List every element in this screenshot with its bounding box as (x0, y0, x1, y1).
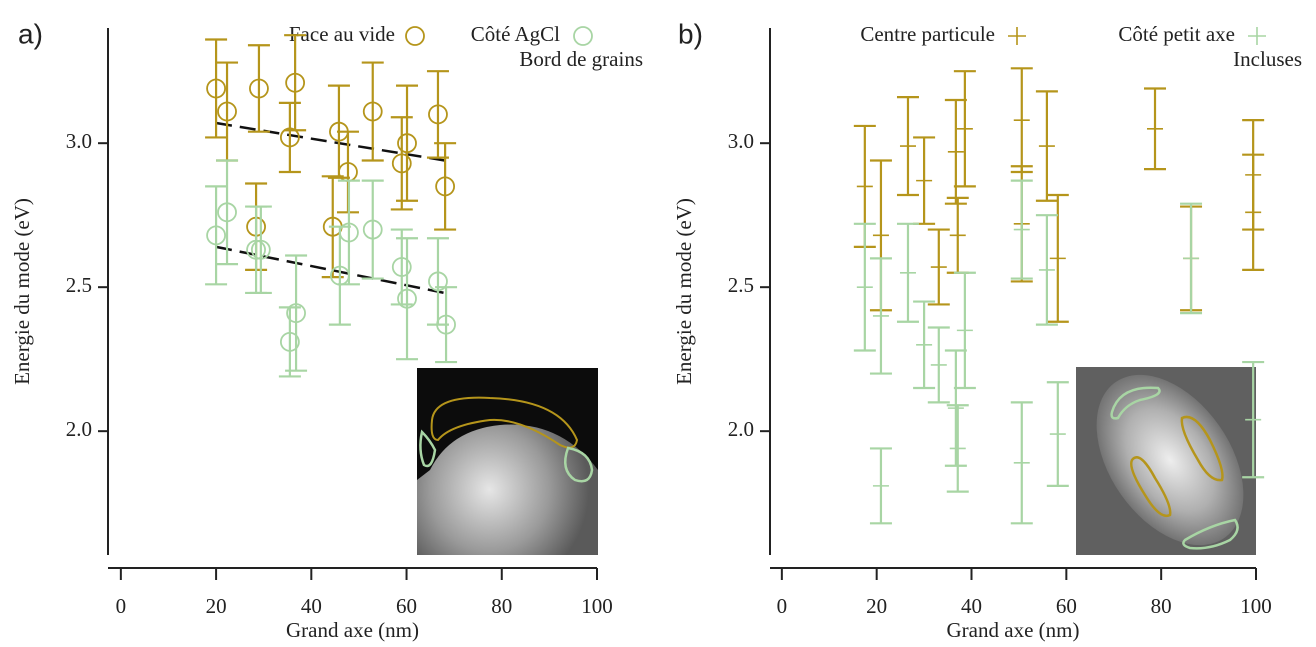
data-point (249, 78, 269, 99)
data-point (217, 101, 237, 122)
x-tick-label: 40 (301, 594, 322, 618)
data-point (286, 303, 306, 323)
error-bar (249, 205, 272, 295)
data-point (285, 72, 306, 93)
data-point (397, 133, 417, 154)
error-bar (216, 159, 239, 266)
error-bar (361, 179, 384, 280)
data-point (279, 127, 300, 148)
data-point (428, 271, 448, 292)
error-bar (216, 61, 239, 162)
y-tick-label: 3.0 (66, 129, 92, 153)
y-axis-label: Energie du mode (eV) (10, 198, 34, 385)
error-bar (245, 205, 268, 295)
error-bar (361, 61, 384, 162)
x-axis-label: Grand axe (nm) (286, 618, 419, 642)
error-bar (328, 225, 351, 326)
data-point (391, 153, 412, 174)
error-bar (205, 38, 228, 139)
error-bar (284, 34, 307, 132)
inset-image-a (417, 368, 598, 555)
error-bar (278, 306, 301, 378)
data-point (279, 331, 300, 352)
error-bar (396, 84, 419, 202)
x-tick-label: 80 (491, 594, 512, 618)
error-bar (396, 237, 419, 361)
data-point (397, 288, 417, 309)
y-axis-label: Energie du mode (eV) (672, 198, 696, 385)
error-bar (205, 185, 228, 286)
data-point (246, 239, 266, 260)
data-point (362, 101, 383, 122)
x-tick-label: 100 (581, 594, 613, 618)
error-bar (435, 286, 458, 364)
x-tick-label: 60 (396, 594, 417, 618)
panel-label: b) (678, 18, 703, 49)
legend-label: Centre particule (860, 22, 995, 46)
legend-label: Côté petit axe (1118, 22, 1235, 46)
data-point (217, 202, 237, 223)
y-tick-label: 2.5 (66, 273, 92, 297)
x-tick-label: 40 (961, 594, 982, 618)
legend-label: Bord de grains (519, 47, 643, 71)
panel-label: a) (18, 18, 43, 49)
x-tick-label: 80 (1151, 594, 1172, 618)
legend-marker (1248, 27, 1266, 45)
data-point (436, 314, 456, 335)
error-bar (390, 116, 413, 211)
data-point (391, 257, 412, 277)
legend-marker (1008, 27, 1026, 45)
data-point (250, 239, 271, 260)
x-tick-label: 0 (116, 594, 127, 618)
error-bar (390, 228, 413, 306)
x-tick-label: 60 (1056, 594, 1077, 618)
data-point (339, 222, 359, 243)
error-bar (337, 179, 360, 286)
inset-image-b (1076, 367, 1256, 555)
y-tick-label: 2.0 (66, 417, 92, 441)
error-bar (434, 142, 457, 231)
legend-label: Côté AgCl (471, 22, 560, 46)
data-point (362, 219, 383, 240)
legend-label: Face au vide (289, 22, 395, 46)
x-tick-label: 100 (1240, 594, 1272, 618)
data-point (206, 225, 226, 246)
data-point (435, 176, 456, 197)
error-bar (247, 44, 270, 133)
error-bar (285, 254, 308, 372)
data-point (428, 104, 448, 125)
legend-marker (573, 26, 593, 46)
x-tick-label: 0 (777, 594, 788, 618)
x-tick-label: 20 (866, 594, 887, 618)
legend-label: Incluses (1233, 47, 1302, 71)
error-bar (278, 101, 301, 174)
x-axis-label: Grand axe (nm) (947, 618, 1080, 642)
y-tick-label: 2.0 (728, 417, 754, 441)
y-tick-label: 3.0 (728, 129, 754, 153)
data-point (206, 78, 226, 99)
legend-marker (405, 26, 425, 46)
x-tick-label: 20 (206, 594, 227, 618)
y-tick-label: 2.5 (728, 273, 754, 297)
